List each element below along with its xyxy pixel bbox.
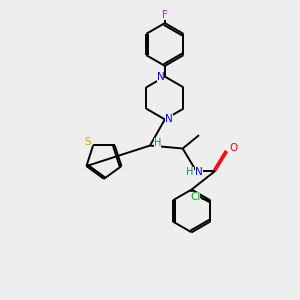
Text: F: F [162,10,168,20]
Text: N: N [157,72,164,82]
Text: H: H [154,138,161,148]
Text: Cl: Cl [190,192,200,202]
Text: N: N [195,167,203,177]
Text: N: N [165,114,173,124]
Text: H: H [186,167,194,177]
Text: O: O [230,143,238,153]
Text: S: S [84,137,91,147]
